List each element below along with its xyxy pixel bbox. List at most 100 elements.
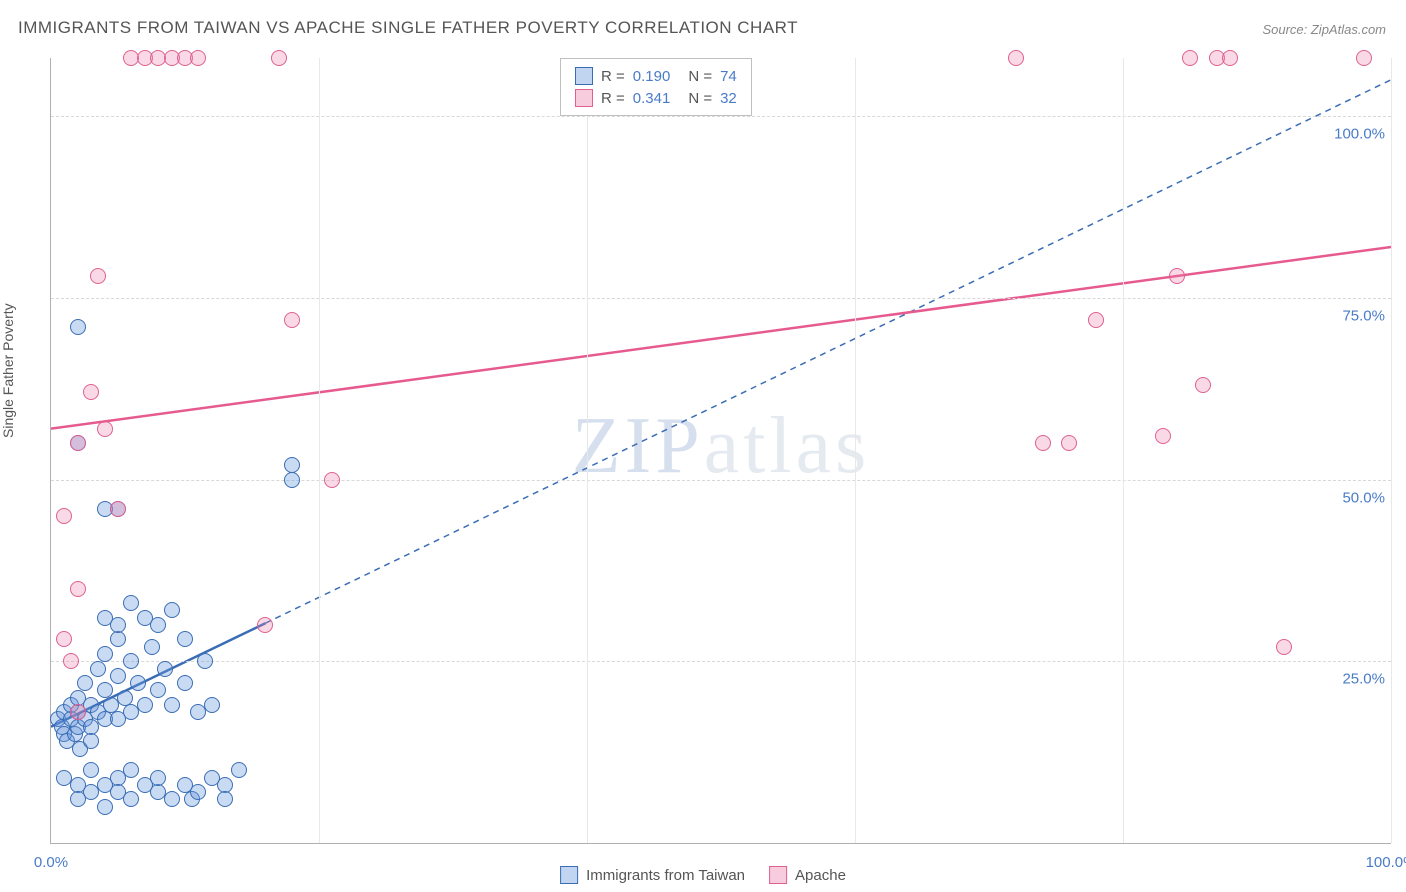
scatter-point [177, 631, 193, 647]
scatter-point [164, 697, 180, 713]
n-value-pink: 32 [720, 90, 737, 107]
correlation-legend: R = 0.190 N = 74 R = 0.341 N = 32 [560, 58, 752, 116]
x-tick-label: 0.0% [34, 854, 68, 871]
y-tick-label: 100.0% [1334, 126, 1385, 143]
x-tick-label: 100.0% [1366, 854, 1406, 871]
scatter-point [204, 697, 220, 713]
scatter-point [1088, 312, 1104, 328]
scatter-point [70, 435, 86, 451]
scatter-point [97, 799, 113, 815]
scatter-point [1182, 50, 1198, 66]
scatter-point [157, 661, 173, 677]
r-value-blue: 0.190 [633, 68, 671, 85]
legend-item-apache: Apache [769, 866, 846, 884]
scatter-point [97, 646, 113, 662]
scatter-point [70, 704, 86, 720]
scatter-point [110, 668, 126, 684]
scatter-point [271, 50, 287, 66]
scatter-point [1155, 428, 1171, 444]
scatter-point [324, 472, 340, 488]
source-attribution: Source: ZipAtlas.com [1262, 22, 1386, 37]
scatter-point [83, 762, 99, 778]
n-label: N = [688, 90, 712, 107]
scatter-point [83, 384, 99, 400]
y-tick-label: 75.0% [1342, 307, 1385, 324]
plot-area: ZIPatlas 25.0%50.0%75.0%100.0%0.0%100.0% [50, 58, 1391, 844]
scatter-point [150, 770, 166, 786]
gridline-horizontal [51, 116, 1391, 117]
chart-title: IMMIGRANTS FROM TAIWAN VS APACHE SINGLE … [18, 18, 798, 38]
scatter-point [110, 501, 126, 517]
scatter-point [123, 595, 139, 611]
scatter-point [144, 639, 160, 655]
scatter-point [90, 268, 106, 284]
gridline-vertical [855, 58, 856, 843]
gridline-horizontal [51, 480, 1391, 481]
scatter-point [177, 777, 193, 793]
n-label: N = [688, 68, 712, 85]
y-tick-label: 25.0% [1342, 671, 1385, 688]
scatter-point [150, 682, 166, 698]
gridline-vertical [587, 58, 588, 843]
scatter-point [217, 791, 233, 807]
scatter-point [150, 617, 166, 633]
scatter-point [1195, 377, 1211, 393]
n-value-blue: 74 [720, 68, 737, 85]
scatter-point [110, 631, 126, 647]
gridline-horizontal [51, 298, 1391, 299]
legend-row-pink: R = 0.341 N = 32 [575, 87, 737, 109]
scatter-point [1035, 435, 1051, 451]
watermark-light: atlas [704, 401, 871, 489]
scatter-point [1222, 50, 1238, 66]
gridline-vertical [1391, 58, 1392, 843]
scatter-point [1276, 639, 1292, 655]
series-legend: Immigrants from Taiwan Apache [560, 866, 846, 884]
r-value-pink: 0.341 [633, 90, 671, 107]
scatter-point [123, 653, 139, 669]
scatter-point [257, 617, 273, 633]
watermark-bold: ZIP [572, 401, 704, 489]
r-label: R = [601, 90, 625, 107]
swatch-pink [769, 866, 787, 884]
legend-label-apache: Apache [795, 867, 846, 884]
scatter-point [1356, 50, 1372, 66]
r-label: R = [601, 68, 625, 85]
scatter-point [70, 581, 86, 597]
y-axis-label: Single Father Poverty [0, 303, 16, 438]
scatter-point [1169, 268, 1185, 284]
scatter-point [56, 508, 72, 524]
scatter-point [1008, 50, 1024, 66]
scatter-point [177, 675, 193, 691]
legend-item-taiwan: Immigrants from Taiwan [560, 866, 745, 884]
scatter-point [284, 472, 300, 488]
swatch-pink [575, 89, 593, 107]
gridline-horizontal [51, 661, 1391, 662]
legend-label-taiwan: Immigrants from Taiwan [586, 867, 745, 884]
watermark: ZIPatlas [572, 400, 871, 491]
legend-row-blue: R = 0.190 N = 74 [575, 65, 737, 87]
scatter-point [284, 312, 300, 328]
scatter-point [1061, 435, 1077, 451]
scatter-point [123, 791, 139, 807]
scatter-point [110, 617, 126, 633]
trend-lines-svg [51, 58, 1391, 843]
scatter-point [190, 50, 206, 66]
y-tick-label: 50.0% [1342, 489, 1385, 506]
scatter-point [63, 653, 79, 669]
scatter-point [164, 791, 180, 807]
scatter-point [164, 602, 180, 618]
gridline-vertical [319, 58, 320, 843]
scatter-point [90, 661, 106, 677]
gridline-vertical [1123, 58, 1124, 843]
scatter-point [70, 319, 86, 335]
swatch-blue [575, 67, 593, 85]
scatter-point [123, 762, 139, 778]
scatter-point [137, 697, 153, 713]
scatter-point [77, 675, 93, 691]
scatter-point [56, 631, 72, 647]
scatter-point [83, 733, 99, 749]
swatch-blue [560, 866, 578, 884]
scatter-point [231, 762, 247, 778]
scatter-point [197, 653, 213, 669]
scatter-point [130, 675, 146, 691]
